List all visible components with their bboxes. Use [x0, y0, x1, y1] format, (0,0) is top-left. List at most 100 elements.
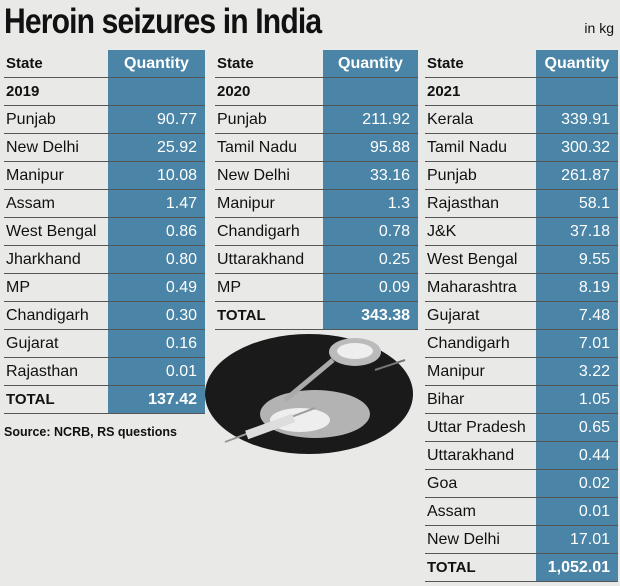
table-row: Kerala 339.91: [425, 106, 618, 134]
quantity-cell: 7.48: [578, 307, 610, 324]
table-row: Chandigarh 0.30: [4, 302, 205, 330]
quantity-cell: 10.08: [156, 167, 197, 184]
quantity-cell: 0.02: [578, 475, 610, 492]
state-cell: TOTAL: [217, 307, 266, 324]
state-cell: Uttar Pradesh: [427, 419, 526, 436]
quantity-cell: 58.1: [578, 195, 610, 212]
state-cell: 2020: [217, 83, 251, 100]
state-cell: Gujarat: [427, 307, 480, 324]
quantity-cell: 211.92: [362, 111, 410, 128]
table-row: Punjab 90.77: [4, 106, 205, 134]
table-row: Tamil Nadu 300.32: [425, 134, 618, 162]
source-note: Source: NCRB, RS questions: [4, 425, 177, 439]
state-cell: Rajasthan: [6, 363, 79, 380]
quantity-cell: 1,052.01: [547, 559, 610, 576]
quantity-cell: 300.32: [561, 139, 610, 156]
state-cell: Maharashtra: [427, 279, 517, 296]
quantity-cell: 0.25: [378, 251, 410, 268]
quantity-cell: 137.42: [148, 391, 197, 408]
year-row: 2021: [425, 78, 618, 106]
state-cell: State: [217, 55, 254, 72]
quantity-cell: 1.47: [165, 195, 197, 212]
state-cell: Punjab: [217, 111, 267, 128]
state-cell: J&K: [427, 223, 457, 240]
state-cell: TOTAL: [6, 391, 55, 408]
quantity-cell: 25.92: [156, 139, 197, 156]
state-cell: New Delhi: [6, 139, 79, 156]
total-row: TOTAL 343.38: [215, 302, 418, 330]
state-cell: Punjab: [6, 111, 56, 128]
quantity-cell: 1.3: [387, 195, 410, 212]
table-row: Assam 1.47: [4, 190, 205, 218]
table-row: Uttar Pradesh 0.65: [425, 414, 618, 442]
table-row: Rajasthan 58.1: [425, 190, 618, 218]
total-row: TOTAL 137.42: [4, 386, 205, 414]
state-cell: Manipur: [427, 363, 485, 380]
quantity-cell: 0.49: [165, 279, 197, 296]
quantity-cell: 0.09: [378, 279, 410, 296]
state-cell: Assam: [6, 195, 55, 212]
state-cell: Chandigarh: [217, 223, 300, 240]
quantity-cell: 0.30: [165, 307, 197, 324]
state-cell: TOTAL: [427, 559, 476, 576]
quantity-column: [108, 50, 205, 414]
quantity-cell: 33.16: [369, 167, 410, 184]
quantity-cell: 90.77: [156, 111, 197, 128]
quantity-cell: 339.91: [561, 111, 610, 128]
state-cell: Bihar: [427, 391, 465, 408]
table-row: Gujarat 7.48: [425, 302, 618, 330]
quantity-cell: 9.55: [578, 251, 610, 268]
state-cell: Goa: [427, 475, 458, 492]
table-row: Manipur 3.22: [425, 358, 618, 386]
table-row: Goa 0.02: [425, 470, 618, 498]
table-row: West Bengal 9.55: [425, 246, 618, 274]
state-cell: Jharkhand: [6, 251, 81, 268]
state-cell: Gujarat: [6, 335, 59, 352]
table-row: Chandigarh 7.01: [425, 330, 618, 358]
table-row: New Delhi 25.92: [4, 134, 205, 162]
header-row: State Quantity: [425, 50, 618, 78]
state-cell: Tamil Nadu: [217, 139, 298, 156]
header-row: State Quantity: [4, 50, 205, 78]
quantity-column: [536, 50, 618, 582]
state-cell: MP: [6, 279, 30, 296]
year-row: 2019: [4, 78, 205, 106]
table-row: Uttarakhand 0.25: [215, 246, 418, 274]
state-cell: MP: [217, 279, 241, 296]
state-cell: State: [6, 55, 43, 72]
total-row: TOTAL 1,052.01: [425, 554, 618, 582]
state-cell: West Bengal: [6, 223, 97, 240]
quantity-cell: 0.01: [165, 363, 197, 380]
quantity-cell: 1.05: [578, 391, 610, 408]
state-cell: Chandigarh: [6, 307, 89, 324]
year-row: 2020: [215, 78, 418, 106]
quantity-cell: 0.86: [165, 223, 197, 240]
quantity-cell: 0.80: [165, 251, 197, 268]
quantity-cell: 95.88: [369, 139, 410, 156]
table-row: Gujarat 0.16: [4, 330, 205, 358]
quantity-cell: 7.01: [578, 335, 610, 352]
table-row: Tamil Nadu 95.88: [215, 134, 418, 162]
quantity-cell: 37.18: [569, 223, 610, 240]
quantity-cell: 343.38: [361, 307, 410, 324]
state-cell: Assam: [427, 503, 476, 520]
quantity-cell: 0.44: [578, 447, 610, 464]
quantity-cell: Quantity: [124, 55, 189, 72]
table-row: Jharkhand 0.80: [4, 246, 205, 274]
table-row: MP 0.09: [215, 274, 418, 302]
table-row: Rajasthan 0.01: [4, 358, 205, 386]
state-cell: Uttarakhand: [217, 251, 305, 268]
quantity-cell: 8.19: [578, 279, 610, 296]
quantity-cell: 17.01: [569, 531, 610, 548]
quantity-cell: 261.87: [561, 167, 610, 184]
table-row: West Bengal 0.86: [4, 218, 205, 246]
quantity-cell: 3.22: [578, 363, 610, 380]
quantity-cell: Quantity: [338, 55, 403, 72]
quantity-cell: 0.78: [378, 223, 410, 240]
state-cell: West Bengal: [427, 251, 518, 268]
unit-label: in kg: [584, 20, 614, 36]
state-cell: Punjab: [427, 167, 477, 184]
state-cell: State: [427, 55, 464, 72]
quantity-cell: Quantity: [544, 55, 610, 72]
